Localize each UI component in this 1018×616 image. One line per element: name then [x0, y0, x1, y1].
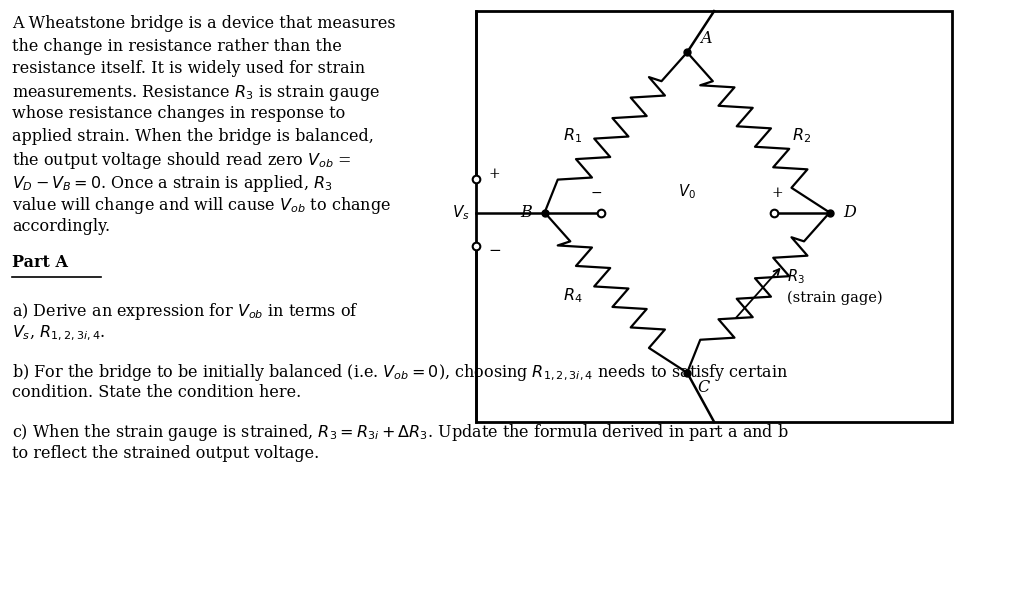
Text: the change in resistance rather than the: the change in resistance rather than the — [12, 38, 342, 55]
Text: $V_D - V_B = 0$. Once a strain is applied, $R_3$: $V_D - V_B = 0$. Once a strain is applie… — [12, 172, 333, 194]
Text: $V_s$: $V_s$ — [452, 203, 469, 222]
Text: $V_s$, $R_{1,2,3i,4}$.: $V_s$, $R_{1,2,3i,4}$. — [12, 323, 106, 342]
Text: A Wheatstone bridge is a device that measures: A Wheatstone bridge is a device that mea… — [12, 15, 396, 33]
Text: c) When the strain gauge is strained, $R_3 = R_{3i} + \Delta R_3$. Update the fo: c) When the strain gauge is strained, $R… — [12, 423, 789, 444]
Text: condition. State the condition here.: condition. State the condition here. — [12, 384, 301, 401]
Text: B: B — [520, 204, 532, 221]
Text: $R_2$: $R_2$ — [792, 126, 811, 145]
Text: accordingly.: accordingly. — [12, 217, 110, 235]
Text: the output voltage should read zero $V_{ob}$ =: the output voltage should read zero $V_{… — [12, 150, 352, 171]
Text: measurements. Resistance $R_3$ is strain gauge: measurements. Resistance $R_3$ is strain… — [12, 83, 380, 103]
Text: applied strain. When the bridge is balanced,: applied strain. When the bridge is balan… — [12, 128, 374, 145]
Text: $V_0$: $V_0$ — [678, 183, 696, 201]
Text: a) Derive an expression for $V_{ob}$ in terms of: a) Derive an expression for $V_{ob}$ in … — [12, 301, 359, 322]
Text: to reflect the strained output voltage.: to reflect the strained output voltage. — [12, 445, 320, 462]
Text: −: − — [590, 186, 603, 200]
Text: +: + — [489, 167, 500, 180]
Text: $R_1$: $R_1$ — [563, 126, 582, 145]
Text: C: C — [697, 379, 710, 396]
Text: +: + — [772, 186, 784, 200]
Text: Part A: Part A — [12, 254, 68, 270]
Text: −: − — [489, 245, 502, 258]
Text: D: D — [843, 204, 856, 221]
FancyBboxPatch shape — [476, 11, 952, 422]
Text: b) For the bridge to be initially balanced (i.e. $V_{ob} = 0$), choosing $R_{1,2: b) For the bridge to be initially balanc… — [12, 362, 788, 383]
Text: resistance itself. It is widely used for strain: resistance itself. It is widely used for… — [12, 60, 365, 78]
Text: A: A — [700, 30, 712, 47]
Text: value will change and will cause $V_{ob}$ to change: value will change and will cause $V_{ob}… — [12, 195, 391, 216]
Text: $R_4$: $R_4$ — [563, 286, 582, 305]
Text: $R_3$
(strain gage): $R_3$ (strain gage) — [787, 267, 883, 306]
Text: whose resistance changes in response to: whose resistance changes in response to — [12, 105, 345, 123]
